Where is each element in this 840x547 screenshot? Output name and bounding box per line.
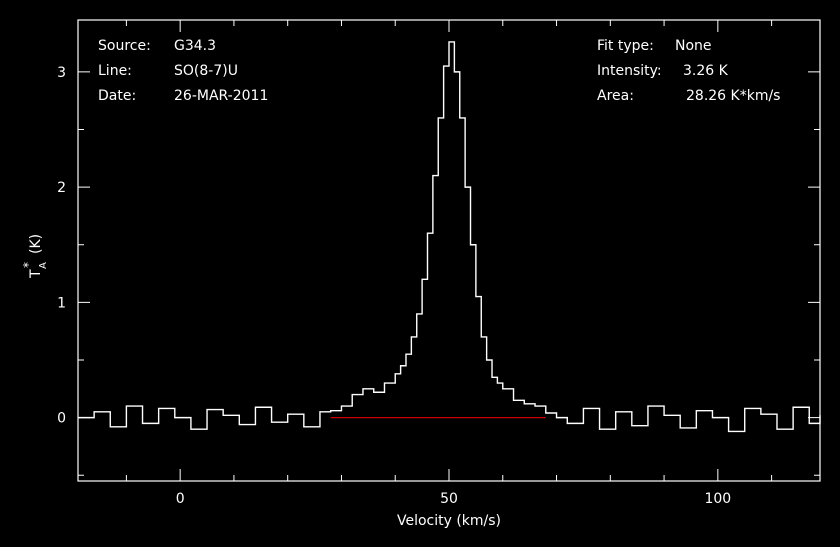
intensity-value: 3.26 K [683, 63, 729, 79]
intensity-label: Intensity: [597, 63, 662, 79]
date-value: 26-MAR-2011 [174, 88, 268, 104]
source-value: G34.3 [174, 38, 216, 54]
y-tick-label: 0 [57, 411, 66, 427]
fit-type-value: None [675, 38, 712, 54]
axis-ticks [78, 20, 820, 481]
y-tick-label: 1 [57, 295, 66, 311]
x-axis-label: Velocity (km/s) [397, 513, 501, 529]
x-tick-label: 50 [440, 491, 458, 507]
y-axis-label-main: T [28, 269, 44, 279]
axis-tick-labels: 0 50 100 0 1 2 3 [57, 65, 731, 507]
y-axis-label-sub: A [38, 262, 49, 269]
area-value: 28.26 K*km/s [686, 88, 780, 104]
area-label: Area: [597, 88, 634, 104]
source-label: Source: [98, 38, 151, 54]
x-tick-label: 100 [704, 491, 731, 507]
x-tick-label: 0 [176, 491, 185, 507]
line-label: Line: [98, 63, 132, 79]
date-label: Date: [98, 88, 136, 104]
y-tick-label: 3 [57, 65, 66, 81]
y-axis-label: T A * (K) [21, 234, 49, 279]
fit-type-label: Fit type: [597, 38, 654, 54]
y-axis-label-sup: * [21, 262, 35, 268]
line-value: SO(8-7)U [174, 63, 238, 79]
y-tick-label: 2 [57, 180, 66, 196]
y-axis-label-unit: (K) [28, 234, 44, 254]
spectrum-series-line [78, 41, 821, 433]
